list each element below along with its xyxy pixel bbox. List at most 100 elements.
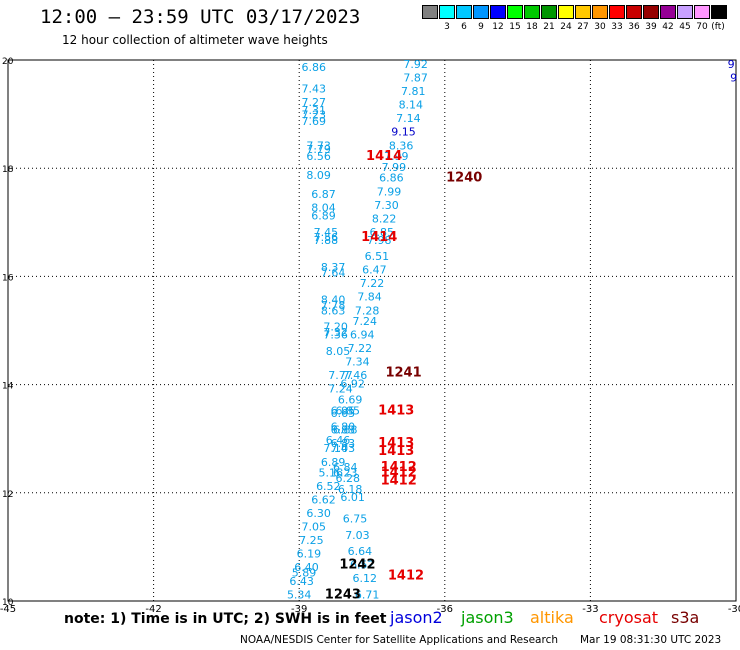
lat-tick-label: 12	[2, 490, 13, 500]
swh-value: 7.73	[306, 139, 331, 152]
legend-swatch	[541, 5, 557, 19]
lon-tick-label: -36	[437, 604, 453, 615]
legend-swatch	[490, 5, 506, 19]
swh-value: 7.84	[357, 291, 382, 304]
legend-swatch	[473, 5, 489, 19]
legend-label: 36	[628, 22, 640, 32]
legend-label: 12	[492, 22, 504, 32]
satellite-legend-jason2: jason2	[390, 608, 443, 627]
legend-label: 6	[461, 22, 467, 32]
legend-swatch	[660, 5, 676, 19]
swh-value: 6.30	[306, 507, 331, 520]
swh-value: 7.88	[314, 234, 339, 247]
swh-value: 6.43	[289, 575, 314, 588]
satellite-legend-s3a: s3a	[671, 608, 700, 627]
swh-value: 7.99	[377, 185, 402, 198]
swh-value: 7.99	[384, 150, 409, 163]
swh-value: 8.37	[321, 261, 346, 274]
legend-swatch	[456, 5, 472, 19]
swh-value: 6.85	[335, 404, 360, 417]
swh-value: 6.62	[311, 494, 336, 507]
footer-timestamp: Mar 19 08:31:30 UTC 2023	[580, 634, 722, 646]
legend-swatch	[507, 5, 523, 19]
swh-value: 7.22	[360, 277, 385, 290]
legend-swatch	[524, 5, 540, 19]
swh-value: 6.71	[355, 588, 380, 601]
pass-id-label: 1412	[381, 466, 417, 481]
swh-value: 7.20	[323, 321, 348, 334]
swh-value: 6.01	[340, 491, 365, 504]
legend-label: 30	[594, 22, 606, 32]
swh-value: 6.89	[321, 456, 346, 469]
legend-swatch	[439, 5, 455, 19]
pass-id-label: 1240	[446, 171, 482, 186]
swh-value: 8.22	[372, 212, 397, 225]
swh-value: 6.83	[331, 437, 356, 450]
swh-value: 6.52	[316, 480, 341, 493]
swh-value: 6.19	[297, 548, 322, 561]
swh-value: 7.28	[355, 304, 380, 317]
swh-value: 7.24	[352, 315, 377, 328]
footer-credit: NOAA/NESDIS Center for Satellite Applica…	[240, 634, 558, 646]
lon-tick-label: -45	[0, 604, 16, 615]
satellite-legend-altika: altika	[530, 608, 574, 627]
legend-label: 27	[577, 22, 589, 32]
swh-value: 7.24	[328, 383, 353, 396]
swh-value: 6.18	[338, 483, 363, 496]
swh-value: 8.63	[321, 304, 346, 317]
legend-label: 45	[679, 22, 691, 32]
swh-value: 7.81	[401, 85, 426, 98]
swh-value: 7.14	[396, 112, 421, 125]
swh-value: 6.65	[331, 407, 356, 420]
swh-value: 7.32	[323, 326, 348, 339]
swh-value: 6.64	[348, 545, 373, 558]
swh-value: 6.89	[311, 210, 336, 223]
legend-label: 42	[662, 22, 674, 32]
swh-value: 6.75	[343, 513, 368, 526]
pass-id-label: 1413	[378, 436, 414, 451]
swh-value: 7.46	[343, 369, 368, 382]
legend-swatch	[694, 5, 710, 19]
swh-value: 6.94	[350, 329, 375, 342]
swh-value: 7.77	[328, 369, 353, 382]
swh-value: 7.79	[306, 143, 331, 156]
swh-value: 6.56	[306, 150, 331, 163]
lat-tick-label: 14	[2, 382, 14, 392]
pass-id-label: 1242	[339, 558, 375, 573]
swh-value: 6.47	[362, 264, 387, 277]
swh-value: 7.25	[299, 534, 324, 547]
swh-value: 7.98	[367, 234, 392, 247]
swh-value: 6.86	[302, 61, 327, 74]
swh-value: 8.04	[311, 201, 336, 214]
lon-tick-label: -30	[728, 604, 740, 615]
swh-value: 5.89	[292, 567, 317, 580]
swh-value: 8.14	[399, 99, 424, 112]
legend-swatch	[677, 5, 693, 19]
swh-value: 7.03	[331, 442, 356, 455]
swh-value: 6.80	[331, 421, 356, 434]
swh-value: 7.23	[302, 108, 327, 121]
swh-value: 7.03	[345, 529, 370, 542]
swh-value: 6.84	[333, 461, 358, 474]
swh-value: 6.92	[340, 377, 365, 390]
swh-value: 7.87	[403, 72, 428, 85]
swh-value: 9	[728, 58, 735, 71]
swh-value: 6.28	[335, 472, 360, 485]
swh-value: 7.14	[323, 442, 348, 455]
legend-label: 70	[696, 22, 708, 32]
legend-label: 3	[444, 22, 450, 32]
lon-tick-label: -33	[582, 604, 598, 615]
lon-tick-label: -42	[145, 604, 161, 615]
swh-value: 8.09	[306, 169, 331, 182]
legend-swatch	[575, 5, 591, 19]
legend-swatch	[711, 5, 727, 19]
swh-value: 8.40	[321, 293, 346, 306]
legend-swatch	[643, 5, 659, 19]
swh-value: 7.92	[403, 58, 428, 71]
legend-label: 15	[509, 22, 521, 32]
pass-id-label: 1243	[325, 587, 361, 602]
note-text: note: 1) Time is in UTC; 2) SWH is in fe…	[64, 611, 387, 627]
pass-id-label: 1412	[381, 474, 417, 489]
swh-value: 6.46	[326, 434, 351, 447]
